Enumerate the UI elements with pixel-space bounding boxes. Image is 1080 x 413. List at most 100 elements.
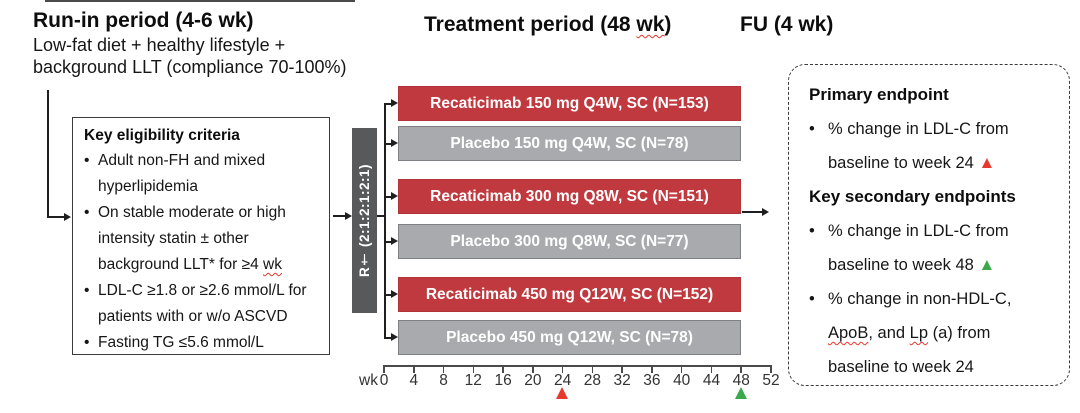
text-segment: Adult non-FH and mixed hyperlipidemia: [98, 152, 266, 195]
eligibility-title: Key eligibility criteria: [84, 127, 240, 144]
arm-label: Placebo 450 mg Q12W, SC (N=78): [446, 328, 693, 346]
arm-label: Placebo 300 mg Q8W, SC (N=77): [450, 232, 689, 250]
bullet-icon: •: [809, 290, 815, 308]
eligibility-item-text: Adult non-FH and mixed hyperlipidemia: [98, 148, 320, 200]
endpoint-item-text: % change in non-HDL-C, ApoB, and Lp (a) …: [828, 282, 1048, 384]
axis-tick: [502, 365, 504, 373]
treatment-title-wk: wk: [636, 13, 665, 36]
branch-arrowhead-icon: [391, 290, 398, 298]
randomization-label: R† (2:1:2:1:2:1): [357, 163, 372, 278]
axis-tick-label: 48: [732, 372, 750, 389]
arm-bar-recaticimab: Recaticimab 450 mg Q12W, SC (N=152): [398, 277, 741, 312]
text-segment: On stable moderate or high intensity sta…: [98, 204, 286, 273]
axis-tick: [442, 365, 445, 373]
arm-label: Recaticimab 150 mg Q4W, SC (N=153): [430, 94, 709, 112]
bullet-icon: •: [84, 204, 90, 221]
branch-arrowhead-icon: [391, 192, 398, 200]
branch-line: [384, 336, 391, 339]
eligibility-to-rand-arrowhead-icon: [345, 211, 352, 220]
axis-tick: [472, 365, 475, 373]
axis-tick: [710, 365, 713, 373]
green-triangle-icon: ▲: [978, 255, 996, 274]
endpoint-item: • % change in LDL-C from baseline to week…: [809, 214, 1051, 282]
endpoints-heading: Key secondary endpoints: [809, 180, 1051, 214]
branch-line: [384, 102, 391, 105]
arm-bar-placebo: Placebo 150 mg Q4W, SC (N=78): [398, 126, 741, 161]
eligibility-box: Key eligibility criteria • Adult non-FH a…: [72, 117, 330, 355]
eligibility-item-text: On stable moderate or high intensity sta…: [98, 200, 320, 278]
axis-tick-label: 44: [702, 372, 721, 389]
axis-tick: [561, 365, 564, 373]
branch-line: [384, 240, 391, 243]
text-segment: LDL-C ≥1.8 or ≥2.6 mmol/L for patients w…: [98, 282, 307, 325]
arm-bar-recaticimab: Recaticimab 300 mg Q8W, SC (N=151): [398, 179, 741, 214]
branch-arrowhead-icon: [391, 99, 398, 107]
arm-label: Recaticimab 450 mg Q12W, SC (N=152): [425, 285, 714, 303]
text-segment: (a) from baseline to week 24: [828, 324, 991, 376]
text-segment: Fasting TG ≤5.6 mmol/L: [98, 334, 264, 351]
bullet-icon: •: [84, 282, 90, 299]
axis-unit-label: wk: [359, 372, 378, 389]
eligibility-to-rand-connector: [333, 215, 345, 217]
arm-bar-recaticimab: Recaticimab 150 mg Q4W, SC (N=153): [398, 86, 741, 121]
axis-tick: [621, 365, 623, 373]
text-segment: % change in LDL-C from baseline to week …: [828, 222, 1009, 274]
arm-label: Placebo 150 mg Q4W, SC (N=78): [450, 134, 689, 152]
arm-bar-placebo: Placebo 300 mg Q8W, SC (N=77): [398, 224, 741, 259]
primary-endpoint-marker: [556, 387, 569, 399]
endpoints-panel: Primary endpoint • % change in LDL-C from …: [788, 64, 1070, 386]
eligibility-item: • Adult non-FH and mixed hyperlipidemia: [84, 148, 324, 200]
axis-tick: [740, 365, 743, 373]
bullet-icon: •: [809, 222, 815, 240]
bullet-icon: •: [84, 152, 90, 169]
endpoints-heading: Primary endpoint: [809, 78, 1051, 112]
spellcheck-word: wk: [263, 256, 282, 273]
runin-arrowhead-icon: [64, 212, 71, 221]
branch-trunk-line: [384, 103, 386, 338]
arm-bar-placebo: Placebo 450 mg Q12W, SC (N=78): [398, 320, 741, 355]
arms-to-endpoints-connector: [742, 211, 762, 213]
arm-label: Recaticimab 300 mg Q8W, SC (N=151): [430, 187, 709, 205]
randomization-bar: R† (2:1:2:1:2:1): [352, 128, 377, 313]
secondary-endpoint-marker: [734, 387, 747, 399]
eligibility-item: • Fasting TG ≤5.6 mmol/L: [84, 330, 324, 356]
treatment-title-text: Treatment period (48: [424, 13, 637, 36]
axis-tick: [532, 365, 534, 373]
endpoint-item: • % change in LDL-C from baseline to week…: [809, 112, 1051, 180]
eligibility-item-text: Fasting TG ≤5.6 mmol/L: [98, 330, 320, 356]
axis-tick: [591, 365, 594, 373]
rand-to-trunk-connector: [377, 215, 385, 217]
branch-line: [384, 142, 391, 145]
followup-title: FU (4 wk): [740, 13, 834, 36]
axis-tick-label: 12: [464, 372, 482, 389]
runin-connector-horizontal: [47, 216, 64, 218]
branch-arrowhead-icon: [391, 237, 398, 245]
axis-tick-label: 20: [524, 372, 542, 389]
axis-line: [383, 365, 772, 367]
eligibility-item: • LDL-C ≥1.8 or ≥2.6 mmol/L for patients …: [84, 278, 324, 330]
endpoint-item-text: % change in LDL-C from baseline to week …: [828, 214, 1048, 282]
branch-arrowhead-icon: [391, 333, 398, 341]
axis-tick-label: 0: [379, 372, 389, 389]
axis-tick: [680, 365, 683, 373]
branch-arrowhead-icon: [391, 139, 398, 147]
treatment-title-paren: ): [664, 13, 672, 36]
axis-tick-label: 40: [673, 372, 691, 389]
red-triangle-icon: ▲: [978, 153, 996, 172]
eligibility-item-text: LDL-C ≥1.8 or ≥2.6 mmol/L for patients w…: [98, 278, 320, 330]
axis-tick-label: 32: [613, 372, 631, 389]
runin-period-title: Run-in period (4-6 wk): [33, 9, 254, 32]
axis-tick-label: 8: [439, 372, 448, 389]
eligibility-list: • Adult non-FH and mixed hyperlipidemia • O…: [84, 148, 324, 356]
axis-tick: [412, 365, 415, 373]
eligibility-item: • On stable moderate or high intensity st…: [84, 200, 324, 278]
axis-tick: [770, 365, 772, 373]
branch-line: [384, 195, 391, 198]
spellcheck-word: ApoB: [828, 324, 869, 342]
axis-tick-label: 16: [494, 372, 512, 389]
text-segment: % change in non-HDL-C,: [828, 290, 1012, 308]
axis-tick-label: 28: [583, 372, 601, 389]
text-segment: Key secondary endpoints: [809, 187, 1016, 206]
arms-to-endpoints-arrowhead-icon: [762, 207, 769, 216]
axis-tick-label: 4: [409, 372, 419, 389]
